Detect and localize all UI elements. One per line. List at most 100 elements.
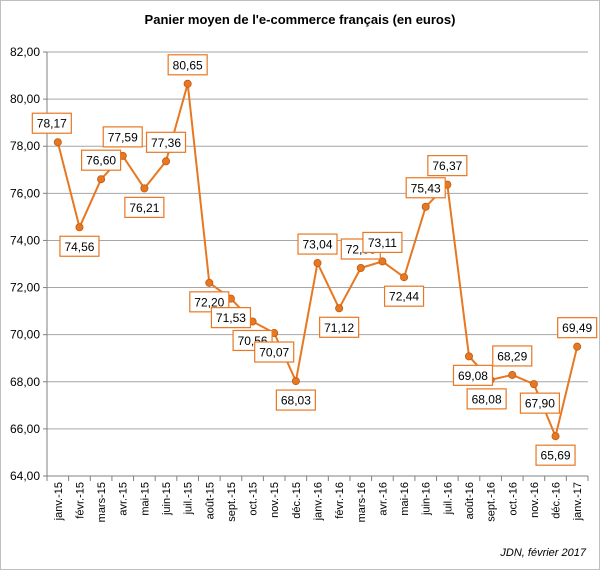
x-tick-label: févr.-15 [74,482,86,519]
data-point [529,380,538,389]
x-tick-label: nov.-15 [269,482,281,518]
svg-text:76,60: 76,60 [86,154,116,168]
data-point [400,273,409,282]
data-label: 71,12 [319,316,360,338]
data-point [335,304,344,313]
x-tick-label: déc.-15 [291,482,303,519]
svg-text:67,90: 67,90 [525,397,555,411]
data-point [551,432,560,441]
data-label: 73,04 [297,233,338,255]
y-tick-label: 72,00 [10,281,40,295]
data-point [205,278,214,287]
source-note: JDN, février 2017 [499,547,586,559]
x-tick-label: mars-15 [96,482,108,522]
data-label: 67,90 [519,392,561,414]
svg-text:72,44: 72,44 [389,290,419,304]
data-label: 75,43 [405,177,446,199]
x-tick-label: janv.-16 [313,482,325,521]
data-point [356,264,365,273]
svg-text:77,59: 77,59 [108,130,138,144]
y-tick-label: 80,00 [10,92,40,106]
y-tick-label: 70,00 [10,328,40,342]
data-point [97,175,106,184]
svg-text:70,07: 70,07 [259,346,289,360]
data-point [378,257,387,266]
x-tick-label: sept.-15 [226,482,238,522]
y-tick-label: 76,00 [10,186,40,200]
data-point [508,370,517,379]
data-point [162,157,171,166]
data-label: 76,60 [80,149,122,171]
x-tick-label: janv.-15 [53,482,65,521]
x-tick-label: sept.-16 [486,482,498,522]
data-label: 76,21 [124,196,165,218]
x-tick-label: mai-16 [399,482,411,516]
data-label: 70,07 [254,341,295,363]
svg-text:80,65: 80,65 [173,58,203,72]
svg-text:78,17: 78,17 [37,117,67,131]
svg-text:68,08: 68,08 [472,392,502,406]
data-label: 73,11 [362,231,403,254]
data-label: 68,03 [275,389,316,411]
data-label: 71,53 [210,307,252,329]
x-tick-label: avr.-16 [377,482,389,516]
data-point [75,223,84,232]
data-label: 69,08 [452,364,494,386]
x-tick-label: août-15 [204,482,216,519]
svg-text:76,37: 76,37 [432,159,462,173]
svg-text:71,12: 71,12 [324,321,354,335]
svg-text:65,69: 65,69 [541,449,571,463]
svg-text:71,53: 71,53 [216,311,246,325]
data-point [464,352,473,361]
chart-title: Panier moyen de l'e-commerce français (e… [145,12,456,27]
y-tick-label: 64,00 [10,469,40,483]
data-label: 69,49 [557,317,598,339]
svg-text:76,21: 76,21 [129,201,159,215]
data-point [183,79,192,88]
data-label: 68,08 [466,388,507,410]
x-tick-label: juin-16 [421,482,433,516]
data-label: 77,36 [145,131,187,153]
data-label: 72,20 [189,291,230,313]
data-label: 77,59 [102,126,143,148]
x-tick-label: avr.-15 [118,482,130,516]
y-tick-label: 68,00 [10,375,40,389]
data-point [291,377,300,386]
data-point [573,342,582,351]
x-tick-label: juil.-16 [442,482,454,515]
svg-text:74,56: 74,56 [64,240,94,254]
svg-text:68,29: 68,29 [497,349,527,363]
x-tick-label: oct.-15 [248,482,260,516]
data-point [421,202,430,211]
data-label: 76,37 [427,155,468,177]
data-points [53,79,582,441]
svg-text:75,43: 75,43 [411,181,441,195]
data-label: 65,69 [535,444,576,466]
x-tick-label: juil.-15 [183,482,195,515]
data-point [313,259,322,268]
y-tick-labels: 64,00 66,00 68,00 70,00 72,00 74,00 76,00 78,00… [10,45,40,483]
x-tick-label: juin-15 [161,482,173,516]
x-tick-label: janv.-17 [572,482,584,521]
data-label: 78,17 [31,112,72,134]
x-tick-label: août-16 [464,482,476,519]
y-tick-label: 74,00 [10,233,40,247]
x-tick-label: oct.-16 [507,482,519,516]
x-tick-label: mai-15 [139,482,151,516]
data-label: 68,29 [492,345,533,367]
y-tick-label: 82,00 [10,45,40,59]
x-tick-labels: janv.-15 févr.-15 mars-15 avr.-15 mai-15 juin… [53,482,584,522]
svg-text:69,08: 69,08 [458,369,488,383]
data-point [53,138,62,147]
data-label: 72,44 [383,285,425,307]
y-tick-label: 78,00 [10,139,40,153]
svg-text:73,04: 73,04 [302,238,332,252]
svg-text:69,49: 69,49 [562,321,592,335]
svg-text:77,36: 77,36 [151,136,181,150]
svg-text:73,11: 73,11 [368,236,397,250]
data-labels: 78,17 74,56 76,60 77,59 76,21 77,36 80,65 72,20… [31,54,598,466]
data-label: 74,56 [59,235,100,257]
svg-text:72,20: 72,20 [194,295,224,309]
